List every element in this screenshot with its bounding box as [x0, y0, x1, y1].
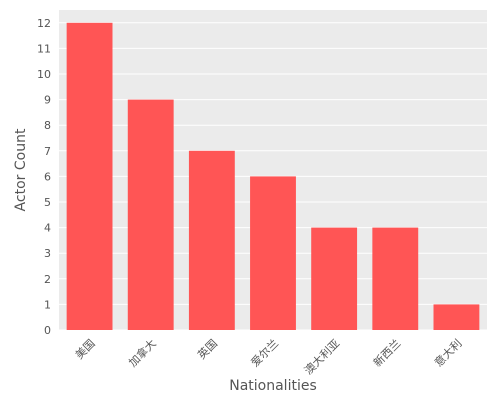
y-tick-label: 12 — [37, 17, 51, 30]
bars — [66, 22, 480, 331]
x-axis-title: Nationalities — [229, 378, 317, 394]
y-tick-label: 7 — [44, 145, 51, 158]
x-tick-label: 澳大利亚 — [301, 336, 342, 377]
bar — [127, 99, 174, 330]
bar — [433, 304, 480, 330]
bar — [66, 22, 113, 331]
x-tick-label: 新西兰 — [370, 336, 403, 369]
y-tick-label: 11 — [37, 42, 51, 55]
x-tick-label: 意大利 — [431, 336, 464, 369]
x-tick-label: 爱尔兰 — [249, 337, 282, 370]
y-tick-label: 10 — [37, 68, 51, 81]
x-tick-label: 英国 — [195, 336, 220, 361]
bar — [250, 176, 296, 330]
y-tick-label: 3 — [44, 247, 51, 260]
y-tick-label: 6 — [44, 170, 51, 183]
x-tick-label: 加拿大 — [126, 336, 159, 369]
x-tick-label: 美国 — [73, 337, 98, 362]
y-tick-label: 0 — [44, 324, 51, 337]
bar — [311, 227, 358, 330]
y-axis-title: Actor Count — [13, 128, 29, 211]
y-tick-label: 2 — [44, 273, 51, 286]
bar — [188, 150, 235, 330]
y-tick-label: 1 — [44, 298, 51, 311]
y-tick-label: 9 — [44, 94, 51, 107]
y-tick-label: 5 — [44, 196, 51, 209]
x-tick-labels: 美国 加拿大 英国 爱尔兰 澳大利亚 新西兰 意大利 — [73, 336, 465, 377]
bar — [372, 227, 419, 330]
y-tick-label: 8 — [44, 119, 51, 132]
y-tick-label: 4 — [44, 222, 51, 235]
